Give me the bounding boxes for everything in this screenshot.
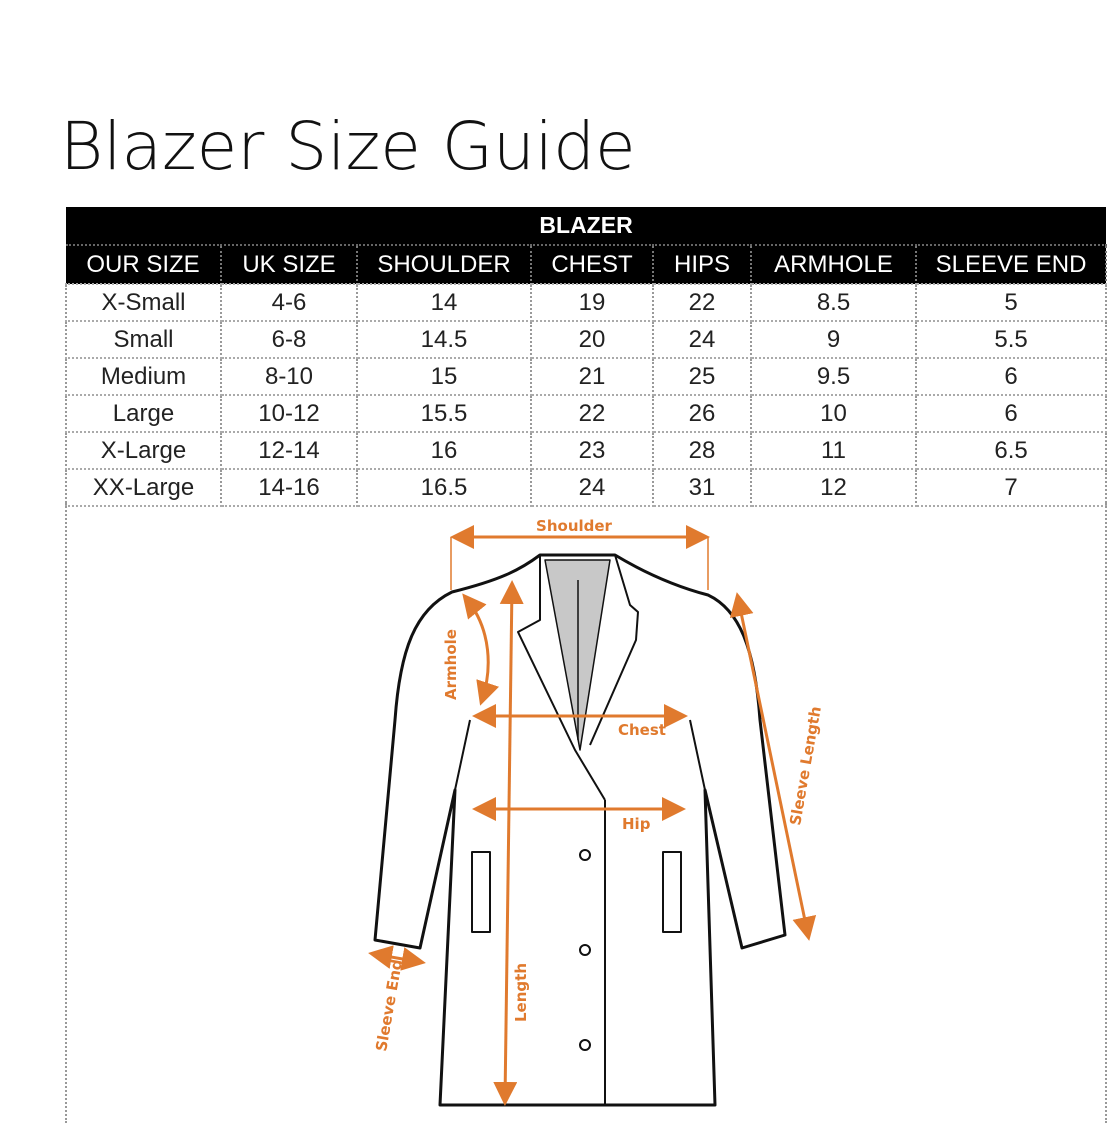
sleeve-length-label: Sleeve Length (786, 705, 825, 827)
table-cell: 11 (751, 432, 917, 470)
table-cell: 6-8 (221, 321, 358, 359)
header-row: OUR SIZE UK SIZE SHOULDER CHEST HIPS ARM… (66, 245, 1108, 285)
length-label: Length (512, 963, 530, 1022)
blazer-outline-icon (373, 553, 787, 1107)
table-cell: 28 (653, 432, 752, 470)
armhole-label: Armhole (442, 629, 460, 700)
table-cell: 4-6 (221, 284, 358, 322)
table-cell: 25 (653, 358, 752, 396)
table-row: Small 6-8 14.5 20 24 9 5.5 (65, 321, 1108, 359)
shoulder-label: Shoulder (536, 517, 613, 535)
table-cell: 16.5 (357, 469, 532, 507)
table-row: X-Large 12-14 16 23 28 11 6.5 (65, 432, 1108, 470)
table-cell: 22 (531, 395, 654, 433)
table-cell: 31 (653, 469, 752, 507)
sleeve-end-arrow (368, 945, 426, 971)
table-cell: 15.5 (357, 395, 532, 433)
table-cell: 10-12 (221, 395, 358, 433)
table-cell: 24 (531, 469, 654, 507)
sleeve-length-arrow (729, 592, 817, 941)
column-header: UK SIZE (221, 245, 358, 285)
table-cell: 16 (357, 432, 532, 470)
table-cell: 15 (357, 358, 532, 396)
table-cell: 22 (653, 284, 752, 322)
table-cell: 6 (916, 358, 1108, 396)
table-row: Large 10-12 15.5 22 26 10 6 (65, 395, 1108, 433)
table-cell: 7 (916, 469, 1108, 507)
table-cell: 6 (916, 395, 1108, 433)
table-row: Medium 8-10 15 21 25 9.5 6 (65, 358, 1108, 396)
table-cell: 19 (531, 284, 654, 322)
table-cell: 20 (531, 321, 654, 359)
table-cell: 21 (531, 358, 654, 396)
table-cell: 10 (751, 395, 917, 433)
table-cell: 12-14 (221, 432, 358, 470)
chest-label: Chest (618, 721, 666, 739)
length-arrow (493, 580, 524, 1106)
table-cell: 9.5 (751, 358, 917, 396)
hip-label: Hip (622, 815, 651, 833)
table-cell: 14.5 (357, 321, 532, 359)
sleeve-end-label: Sleeve End (372, 958, 406, 1053)
table-cell: 14-16 (221, 469, 358, 507)
table-cell: Small (65, 321, 222, 359)
table-cell: 9 (751, 321, 917, 359)
table-row: XX-Large 14-16 16.5 24 31 12 7 (65, 469, 1108, 507)
table-cell: 24 (653, 321, 752, 359)
table-cell: 26 (653, 395, 752, 433)
column-header: CHEST (531, 245, 654, 285)
column-header: SHOULDER (357, 245, 532, 285)
table-row: X-Small 4-6 14 19 22 8.5 5 (65, 284, 1108, 322)
page-title: Blazer Size Guide (60, 108, 636, 185)
table-cell: 14 (357, 284, 532, 322)
column-header: ARMHOLE (751, 245, 917, 285)
table-cell: XX-Large (65, 469, 222, 507)
table-cell: Large (65, 395, 222, 433)
table-cell: 5.5 (916, 321, 1108, 359)
table-cell: 23 (531, 432, 654, 470)
table-cell: 12 (751, 469, 917, 507)
table-caption: BLAZER (66, 207, 1107, 246)
table-cell: Medium (65, 358, 222, 396)
table-cell: X-Small (65, 284, 222, 322)
size-table: BLAZER OUR SIZE UK SIZE SHOULDER CHEST H… (65, 207, 1108, 507)
column-header: HIPS (653, 245, 752, 285)
armhole-arrow (462, 593, 500, 706)
table-cell: 5 (916, 284, 1108, 322)
blazer-diagram-panel (65, 503, 1107, 1123)
table-cell: 6.5 (916, 432, 1108, 470)
table-cell: 8-10 (221, 358, 358, 396)
table-cell: X-Large (65, 432, 222, 470)
column-header: SLEEVE END (916, 245, 1108, 285)
column-header: OUR SIZE (66, 245, 222, 285)
table-cell: 8.5 (751, 284, 917, 322)
